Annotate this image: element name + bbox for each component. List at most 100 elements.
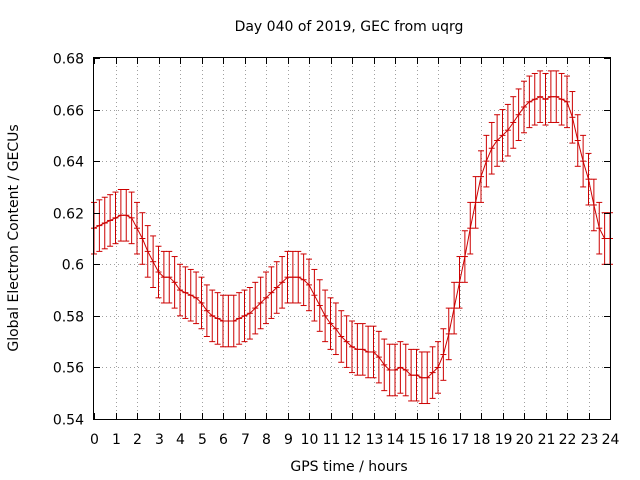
error-bar-point — [279, 256, 286, 309]
error-bar-point — [101, 196, 108, 250]
error-bar-point — [332, 302, 339, 356]
error-bar-point — [144, 225, 151, 278]
error-bar-point — [365, 325, 372, 379]
error-bar-point — [515, 88, 522, 142]
error-bar-point — [526, 75, 533, 129]
error-bar-point — [564, 75, 570, 129]
series-gec — [91, 70, 613, 405]
y-tick-label: 0.68 — [53, 52, 84, 68]
error-bar-point — [214, 292, 221, 345]
error-bar-point — [381, 338, 388, 392]
y-tick-label: 0.58 — [53, 310, 84, 326]
error-bar-point — [504, 103, 511, 157]
x-tick-label: 23 — [581, 432, 599, 448]
error-bar-point — [150, 235, 157, 288]
error-bar-point — [488, 121, 495, 175]
error-bar-point — [187, 268, 194, 322]
x-tick-label: 0 — [90, 432, 99, 448]
x-tick-label: 24 — [602, 432, 620, 448]
error-bar-point — [182, 266, 189, 319]
y-tick-label: 0.64 — [53, 155, 84, 171]
error-bar-point — [198, 276, 205, 330]
error-bar-point — [203, 284, 210, 337]
error-bar-point — [107, 194, 114, 247]
x-tick-label: 11 — [323, 432, 341, 448]
y-tick-label: 0.54 — [53, 413, 84, 429]
x-axis-label: GPS time / hours — [290, 459, 407, 475]
error-bar-point — [494, 114, 501, 167]
error-bar-point — [370, 325, 377, 379]
error-bar-point — [359, 323, 366, 376]
error-bar-point — [128, 191, 135, 245]
error-bar-point — [499, 109, 506, 162]
error-bar-point — [322, 289, 329, 343]
x-tick-label: 10 — [301, 432, 319, 448]
x-tick-label: 19 — [495, 432, 513, 448]
error-bar-point — [241, 289, 248, 343]
error-bar-point — [96, 199, 103, 252]
chart-title: Day 040 of 2019, GEC from uqrg — [235, 19, 464, 35]
error-bar-point — [585, 152, 592, 206]
error-bar-point — [574, 114, 581, 167]
error-bar-point — [547, 70, 554, 123]
error-bar-point — [225, 294, 232, 348]
y-tick-label: 0.56 — [53, 361, 84, 377]
error-bar-point — [236, 292, 243, 345]
error-bar-point — [263, 271, 269, 325]
y-tick-label: 0.6 — [62, 258, 84, 274]
error-bar-point — [424, 351, 431, 405]
error-bar-point — [590, 178, 597, 232]
y-tick-label: 0.66 — [53, 104, 84, 120]
x-tick-label: 13 — [366, 432, 384, 448]
x-tick-label: 4 — [176, 432, 185, 448]
error-bar-point — [537, 70, 544, 123]
error-bar-point — [418, 351, 425, 405]
x-tick-label: 2 — [133, 432, 142, 448]
ticks: 0.540.560.580.60.620.640.660.680 1 2 3 4 5 6 7 8… — [53, 52, 620, 449]
error-bar-point — [408, 348, 415, 402]
error-bar-point — [472, 176, 479, 229]
error-bar-point — [483, 134, 490, 188]
x-tick-label: 20 — [516, 432, 534, 448]
x-tick-label: 7 — [241, 432, 250, 448]
error-bar-point — [300, 253, 307, 307]
error-bar-point — [112, 191, 119, 245]
x-tick-label: 14 — [387, 432, 405, 448]
error-bar-point — [445, 307, 452, 361]
error-bar-point — [392, 343, 398, 397]
error-bar-point — [461, 230, 468, 283]
error-bar-point — [429, 346, 436, 399]
error-bar-point — [139, 212, 146, 265]
error-bar-point — [402, 343, 409, 397]
error-bar-point — [246, 286, 253, 340]
error-bar-point — [166, 250, 173, 304]
error-bar-point — [134, 201, 140, 255]
error-bar-point — [386, 343, 393, 397]
x-tick-label: 3 — [155, 432, 164, 448]
error-bar-point — [435, 341, 441, 394]
error-bar-point — [306, 258, 312, 312]
error-bar-point — [531, 72, 538, 126]
error-bar-point — [316, 279, 323, 332]
error-bar-point — [193, 271, 200, 325]
error-bar-point — [375, 330, 382, 384]
error-bar-point — [542, 72, 549, 126]
error-bar-point — [601, 212, 608, 265]
error-bar-point — [478, 150, 484, 203]
error-bar-point — [171, 256, 178, 309]
error-bar-point — [284, 250, 291, 304]
error-bar-point — [220, 294, 226, 348]
x-tick-label: 5 — [198, 432, 207, 448]
x-tick-label: 6 — [219, 432, 228, 448]
x-tick-label: 17 — [452, 432, 470, 448]
error-bar-point — [580, 134, 587, 188]
error-bar-point — [177, 263, 183, 317]
error-bar-point — [553, 70, 560, 123]
error-bar-point — [209, 289, 216, 343]
x-tick-label: 21 — [538, 432, 556, 448]
error-bar-point — [123, 189, 130, 242]
plot-frame — [93, 57, 611, 420]
error-bar-point — [440, 328, 447, 381]
error-bar-point — [311, 268, 318, 322]
